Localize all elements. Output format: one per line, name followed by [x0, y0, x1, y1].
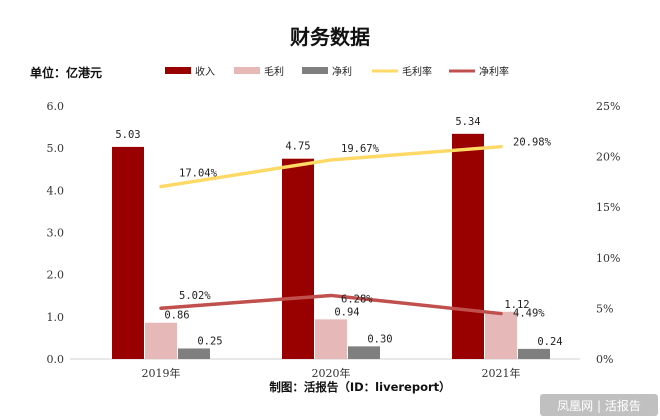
line-gross-margin: [159, 144, 503, 189]
bar-gross-profit: [485, 311, 517, 359]
lines: [159, 144, 503, 316]
left-axis-tick: 3.0: [47, 227, 65, 240]
bar-value-label: 0.24: [537, 336, 562, 348]
legend-swatch: [234, 67, 260, 74]
left-axis-tick: 2.0: [47, 269, 65, 282]
bar-value-label: 5.34: [455, 116, 480, 128]
x-axis-tick: 2020年: [312, 366, 351, 380]
watermark-background: [540, 394, 658, 416]
left-axis-tick: 4.0: [47, 184, 65, 197]
data-labels: 5.03 4.75 5.34 0.86 0.94 1.12 0.25 0.30 0.24 17.0…: [115, 116, 562, 348]
bar-net-profit: [348, 346, 380, 359]
watermark: 凤凰网 | 活报告: [540, 394, 658, 416]
right-axis-tick: 0%: [596, 353, 613, 366]
right-axis-tick: 15%: [596, 201, 620, 214]
left-axis-tick: 0.0: [47, 353, 65, 366]
bar-value-label: 0.86: [164, 310, 189, 322]
bar-revenue: [452, 133, 484, 359]
bar-value-label: 4.75: [285, 141, 310, 153]
left-axis-tick: 5.0: [47, 142, 65, 155]
bar-net-profit: [178, 348, 210, 359]
source-caption: 制图：活报告（ID：livereport）: [269, 380, 450, 394]
bar-value-label: 5.03: [115, 129, 140, 141]
legend-swatch: [165, 67, 191, 74]
legend: 收入 毛利 净利 毛利率 净利率: [165, 65, 509, 78]
bar-revenue: [112, 146, 144, 359]
bar-value-label: 1.12: [504, 299, 529, 311]
right-axis-tick: 10%: [596, 252, 620, 265]
bar-gross-profit: [145, 322, 177, 359]
right-axis-tick: 25%: [596, 100, 620, 113]
line-value-label: 6.28%: [341, 293, 373, 305]
x-axis-tick: 2019年: [142, 366, 181, 380]
bars: [112, 133, 550, 359]
bar-revenue: [282, 158, 314, 359]
watermark-text: 凤凰网 | 活报告: [557, 398, 641, 413]
right-axis-tick: 20%: [596, 151, 620, 164]
x-axis-tick: 2021年: [482, 366, 521, 380]
bar-value-label: 0.30: [367, 333, 392, 345]
line-value-label: 17.04%: [179, 168, 218, 180]
legend-item-label: 毛利率: [402, 65, 432, 78]
chart-title: 财务数据: [290, 25, 370, 49]
bar-value-label: 0.94: [334, 306, 359, 318]
legend-swatch: [302, 67, 328, 74]
line-net-margin: [159, 293, 503, 316]
line-value-label: 4.49%: [513, 308, 545, 320]
right-axis-tick: 5%: [596, 302, 613, 315]
legend-item-label: 收入: [195, 65, 215, 78]
legend-item-label: 净利率: [479, 65, 509, 78]
left-axis-tick: 1.0: [47, 311, 65, 324]
legend-item-label: 毛利: [264, 66, 284, 78]
line-value-label: 5.02%: [179, 290, 211, 302]
legend-item-label: 净利: [332, 65, 352, 78]
left-axis-tick: 6.0: [47, 100, 65, 113]
bar-gross-profit: [315, 319, 347, 359]
unit-label: 单位：亿港元: [30, 65, 102, 80]
bar-value-label: 0.25: [197, 335, 222, 347]
line-value-label: 20.98%: [513, 137, 552, 149]
line-value-label: 19.67%: [341, 143, 380, 155]
bar-net-profit: [518, 348, 550, 359]
